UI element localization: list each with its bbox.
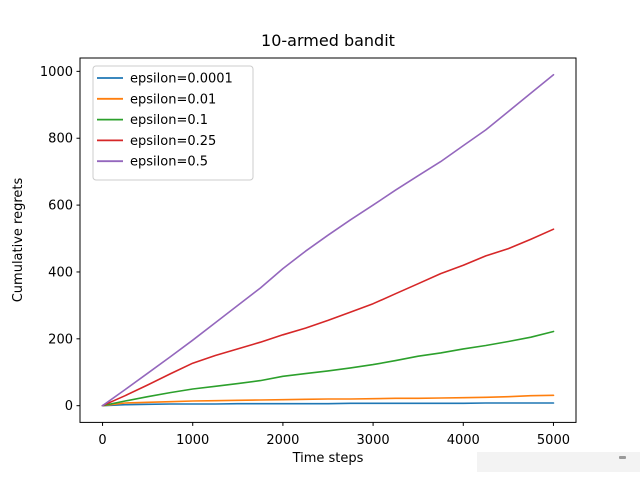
x-axis-label: Time steps (292, 451, 364, 466)
x-tick-label: 0 (98, 433, 106, 448)
x-tick-label: 3000 (357, 433, 390, 448)
chart-title: 10-armed bandit (261, 31, 395, 50)
legend: epsilon=0.0001 epsilon=0.01 epsilon=0.1 eps… (92, 65, 254, 181)
render-artifact-mark (619, 456, 626, 459)
x-tick-label: 2000 (266, 433, 299, 448)
legend-entry: epsilon=0.0001 (97, 72, 233, 87)
y-tick-label: 400 (48, 265, 73, 280)
y-axis-label: Cumulative regrets (11, 177, 26, 302)
series-line-3 (101, 228, 555, 407)
legend-entry: epsilon=0.1 (97, 113, 208, 128)
y-tick-label: 800 (48, 132, 73, 147)
axes: 0 1000 2000 3000 4000 5000 0 200 400 600 800 1000 (40, 57, 577, 448)
legend-label: epsilon=0.0001 (130, 72, 233, 87)
y-tick-label: 600 (48, 199, 73, 214)
legend-entry: epsilon=0.5 (97, 155, 208, 170)
legend-entry: epsilon=0.01 (97, 92, 216, 107)
series-line-4 (101, 73, 555, 407)
legend-label: epsilon=0.5 (130, 155, 208, 170)
legend-label: epsilon=0.1 (130, 113, 208, 128)
y-tick-label: 200 (48, 332, 73, 347)
x-tick-label: 5000 (537, 433, 570, 448)
plot-border (79, 57, 577, 423)
series-line-2 (101, 330, 555, 407)
legend-entry: epsilon=0.25 (97, 134, 216, 149)
legend-label: epsilon=0.25 (130, 134, 216, 149)
legend-label: epsilon=0.01 (130, 92, 216, 107)
series-lines (101, 73, 555, 407)
legend-box (92, 65, 254, 181)
y-tick-label: 1000 (40, 65, 73, 80)
x-tick-label: 1000 (176, 433, 209, 448)
x-tick-label: 4000 (447, 433, 480, 448)
y-tick-label: 0 (65, 399, 73, 414)
series-line-1 (101, 394, 555, 407)
render-artifact-band (477, 452, 640, 472)
series-line-0 (101, 402, 555, 407)
